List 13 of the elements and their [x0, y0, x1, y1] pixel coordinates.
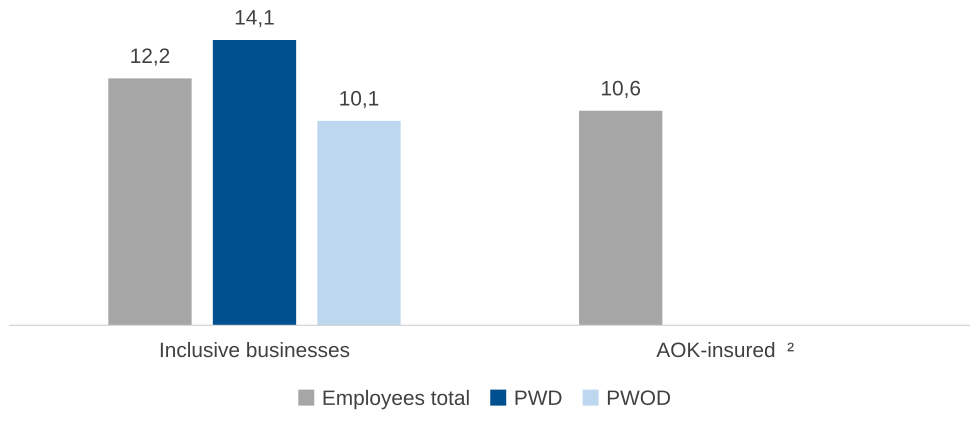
x-tick-label: AOK-insured ² [656, 342, 794, 358]
bar [317, 120, 401, 326]
data-label: 10,1 [340, 90, 378, 108]
data-label: 14,1 [236, 10, 274, 28]
bar [579, 110, 662, 326]
data-label: 10,6 [602, 80, 640, 98]
legend-label: PWOD [608, 390, 670, 406]
legend-label: PWD [516, 390, 562, 405]
bar [108, 78, 192, 326]
x-tick-label: Inclusive businesses [160, 342, 350, 358]
data-label: 12,2 [131, 48, 170, 66]
bar [212, 40, 296, 326]
legend-label: Employees total [324, 390, 469, 410]
